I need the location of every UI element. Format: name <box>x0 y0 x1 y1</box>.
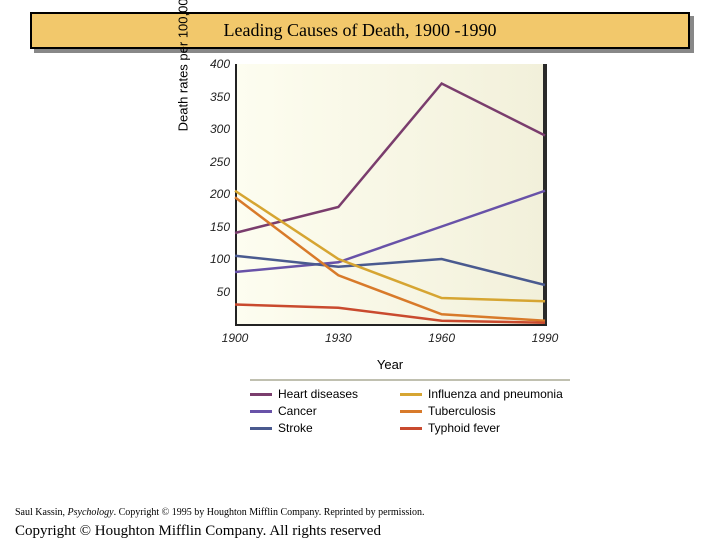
credit-author: Saul Kassin, <box>15 507 68 518</box>
legend-item: Typhoid fever <box>400 421 570 435</box>
legend-label: Stroke <box>278 421 313 435</box>
x-tick: 1930 <box>325 331 352 345</box>
y-tick: 350 <box>210 90 230 104</box>
y-tick: 300 <box>210 122 230 136</box>
y-tick: 100 <box>210 252 230 266</box>
series-line <box>235 256 545 285</box>
series-line <box>235 197 545 321</box>
legend-item: Cancer <box>250 404 400 418</box>
legend-swatch <box>400 410 422 413</box>
x-axis-label: Year <box>377 357 403 372</box>
legend-label: Typhoid fever <box>428 421 500 435</box>
chart-area: Death rates per 100,000 Year Heart disea… <box>155 59 565 399</box>
legend-label: Cancer <box>278 404 317 418</box>
x-tick: 1990 <box>532 331 559 345</box>
legend-swatch <box>400 393 422 396</box>
legend-item: Tuberculosis <box>400 404 570 418</box>
legend-swatch <box>250 427 272 430</box>
legend-swatch <box>250 393 272 396</box>
y-tick: 50 <box>217 285 230 299</box>
legend-label: Heart diseases <box>278 387 358 401</box>
chart-lines <box>235 64 545 324</box>
legend-item: Influenza and pneumonia <box>400 387 570 401</box>
y-tick: 250 <box>210 155 230 169</box>
legend-item: Stroke <box>250 421 400 435</box>
credit-title: Psychology <box>68 507 114 518</box>
y-tick: 200 <box>210 187 230 201</box>
copyright-text: Copyright © Houghton Mifflin Company. Al… <box>15 523 381 540</box>
x-tick: 1900 <box>222 331 249 345</box>
title-banner: Leading Causes of Death, 1900 -1990 <box>30 12 690 49</box>
credit-rest: . Copyright © 1995 by Houghton Mifflin C… <box>114 507 425 518</box>
series-line <box>235 305 545 323</box>
legend-swatch <box>400 427 422 430</box>
series-line <box>235 84 545 234</box>
y-tick: 150 <box>210 220 230 234</box>
y-tick: 400 <box>210 57 230 71</box>
source-credit: Saul Kassin, Psychology. Copyright © 199… <box>15 507 425 518</box>
legend-item: Heart diseases <box>250 387 400 401</box>
title-text: Leading Causes of Death, 1900 -1990 <box>224 20 497 40</box>
legend-swatch <box>250 410 272 413</box>
y-axis-label: Death rates per 100,000 <box>176 0 191 131</box>
legend-label: Influenza and pneumonia <box>428 387 563 401</box>
legend-label: Tuberculosis <box>428 404 496 418</box>
legend: Heart diseases Influenza and pneumonia Can… <box>250 379 570 435</box>
x-tick: 1960 <box>428 331 455 345</box>
